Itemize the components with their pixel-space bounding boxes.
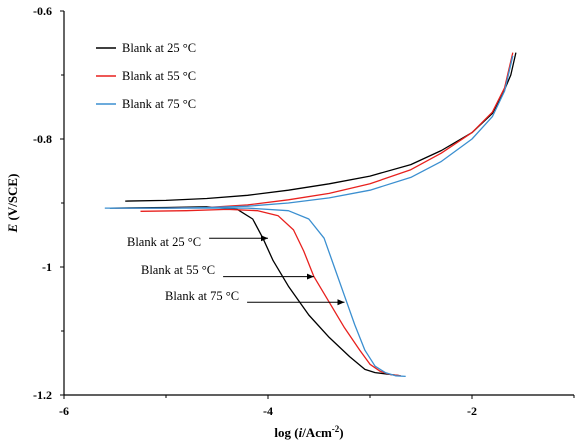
y-tick-label: -1 [42,260,52,274]
series-layer [104,52,517,378]
y-axis-title: E (V/SCE) [5,174,20,234]
axis-titles: log (i/Acm-2) E (V/SCE) [5,174,344,440]
y-title-part: (V/SCE) [5,174,20,224]
y-tick-label: -0.8 [33,132,52,146]
x-title-part: i [299,425,303,440]
annotation-label-3: Blank at 75 °C [165,289,239,303]
annotations: Blank at 25 °C Blank at 55 °C Blank at 75 … [127,235,345,306]
y-title-part: E [5,223,20,233]
legend-label-1: Blank at 25 °C [122,41,196,55]
x-title-part: ) [339,425,343,440]
axes: -6 -4 -2 -0.6 -0.8 -1 -1.2 [33,4,575,418]
series-3-cathodic-curve [109,207,406,378]
x-tick-label: -6 [59,404,69,418]
x-title-part: /Acm [301,425,332,440]
x-title-part: -2 [332,424,340,434]
x-tick-label: -4 [263,404,273,418]
x-tick-label: -2 [467,404,477,418]
legend-label-2: Blank at 55 °C [122,69,196,83]
annotation-label-1: Blank at 25 °C [127,235,201,249]
x-axis-title: log (i/Acm-2) [274,424,343,440]
series-1-cathodic-curve [109,206,401,377]
x-title-part: log ( [274,425,298,440]
y-tick-label: -0.6 [33,4,52,18]
legend: Blank at 25 °C Blank at 55 °C Blank at 75 … [96,41,196,111]
legend-label-3: Blank at 75 °C [122,97,196,111]
annotation-label-2: Blank at 55 °C [141,263,215,277]
y-tick-label: -1.2 [33,388,52,402]
